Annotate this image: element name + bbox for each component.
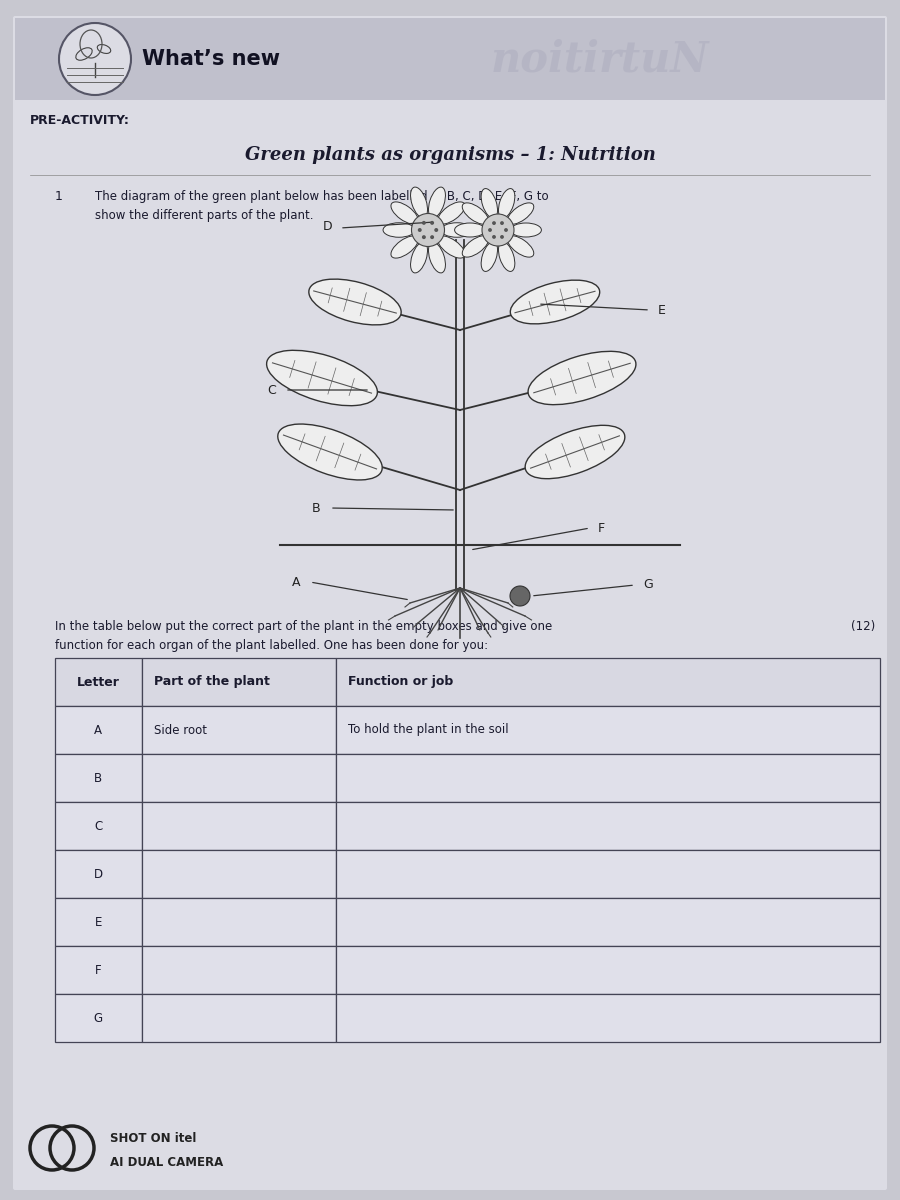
Ellipse shape <box>499 242 515 271</box>
Ellipse shape <box>499 188 515 218</box>
Text: AI DUAL CAMERA: AI DUAL CAMERA <box>110 1156 223 1169</box>
Text: (12): (12) <box>850 620 875 634</box>
Bar <box>336 802 880 850</box>
Circle shape <box>418 228 422 232</box>
Ellipse shape <box>482 242 498 271</box>
Ellipse shape <box>428 187 446 217</box>
Ellipse shape <box>309 280 401 325</box>
Ellipse shape <box>410 242 428 272</box>
Bar <box>141 898 336 946</box>
Circle shape <box>492 235 496 239</box>
Ellipse shape <box>391 236 419 258</box>
Text: Side root: Side root <box>154 724 207 737</box>
Text: 1: 1 <box>55 190 63 203</box>
Ellipse shape <box>510 223 542 238</box>
Ellipse shape <box>441 223 473 238</box>
Text: The diagram of the green plant below has been labelled A, B, C, D, E, F, G to
sh: The diagram of the green plant below has… <box>95 190 549 222</box>
Text: C: C <box>94 820 103 833</box>
Bar <box>55 754 141 802</box>
Bar <box>141 850 336 898</box>
Ellipse shape <box>454 223 485 238</box>
Circle shape <box>482 214 514 246</box>
Bar <box>336 658 880 706</box>
Ellipse shape <box>438 202 465 224</box>
Ellipse shape <box>528 352 636 404</box>
Bar <box>336 994 880 1042</box>
Circle shape <box>500 221 504 224</box>
Text: B: B <box>94 772 103 785</box>
Text: What’s new: What’s new <box>142 49 280 68</box>
Circle shape <box>411 214 445 246</box>
Ellipse shape <box>508 203 534 224</box>
Circle shape <box>492 221 496 224</box>
FancyBboxPatch shape <box>13 16 887 1190</box>
Ellipse shape <box>463 235 489 257</box>
Text: G: G <box>94 1012 103 1025</box>
Text: Letter: Letter <box>76 676 120 689</box>
Text: A: A <box>292 576 300 588</box>
Bar <box>141 946 336 994</box>
Ellipse shape <box>508 235 534 257</box>
Text: C: C <box>267 384 276 396</box>
Circle shape <box>422 221 426 224</box>
Circle shape <box>430 221 434 224</box>
Text: B: B <box>311 502 320 515</box>
Bar <box>336 898 880 946</box>
Ellipse shape <box>428 242 446 272</box>
Text: noitirtuN: noitirtuN <box>491 38 709 80</box>
Ellipse shape <box>278 424 382 480</box>
Ellipse shape <box>266 350 377 406</box>
Circle shape <box>435 228 438 232</box>
Circle shape <box>510 586 530 606</box>
Bar <box>15 18 885 100</box>
Bar <box>336 850 880 898</box>
Text: D: D <box>322 220 332 233</box>
Bar <box>141 754 336 802</box>
Circle shape <box>500 235 504 239</box>
Bar <box>141 658 336 706</box>
Text: In the table below put the correct part of the plant in the empty boxes and give: In the table below put the correct part … <box>55 620 553 652</box>
Text: A: A <box>94 724 103 737</box>
Bar <box>336 706 880 754</box>
Bar <box>55 994 141 1042</box>
Bar <box>141 802 336 850</box>
Text: To hold the plant in the soil: To hold the plant in the soil <box>347 724 508 737</box>
Bar <box>336 754 880 802</box>
Ellipse shape <box>525 425 625 479</box>
Text: Function or job: Function or job <box>347 676 453 689</box>
Circle shape <box>59 23 131 95</box>
Ellipse shape <box>410 187 428 217</box>
Text: F: F <box>598 522 605 534</box>
Ellipse shape <box>482 188 498 218</box>
Bar <box>55 658 141 706</box>
Ellipse shape <box>391 202 419 224</box>
Bar <box>55 946 141 994</box>
Text: SHOT ON itel: SHOT ON itel <box>110 1132 196 1145</box>
Circle shape <box>504 228 508 232</box>
Text: F: F <box>95 964 102 977</box>
Ellipse shape <box>510 280 599 324</box>
Text: Part of the plant: Part of the plant <box>154 676 269 689</box>
Bar <box>55 706 141 754</box>
Bar <box>55 850 141 898</box>
Bar <box>141 706 336 754</box>
Ellipse shape <box>383 223 415 238</box>
Text: D: D <box>94 868 103 881</box>
Text: Green plants as organisms – 1: Nutrition: Green plants as organisms – 1: Nutrition <box>245 146 655 164</box>
Circle shape <box>422 235 426 239</box>
Text: G: G <box>643 578 652 592</box>
Circle shape <box>430 235 434 239</box>
Ellipse shape <box>463 203 489 224</box>
Bar <box>55 802 141 850</box>
Text: E: E <box>658 304 666 317</box>
Circle shape <box>488 228 492 232</box>
Text: E: E <box>94 916 102 929</box>
Bar <box>141 994 336 1042</box>
Text: PRE-ACTIVITY:: PRE-ACTIVITY: <box>30 114 130 126</box>
Bar <box>55 898 141 946</box>
Bar <box>336 946 880 994</box>
Ellipse shape <box>438 236 465 258</box>
